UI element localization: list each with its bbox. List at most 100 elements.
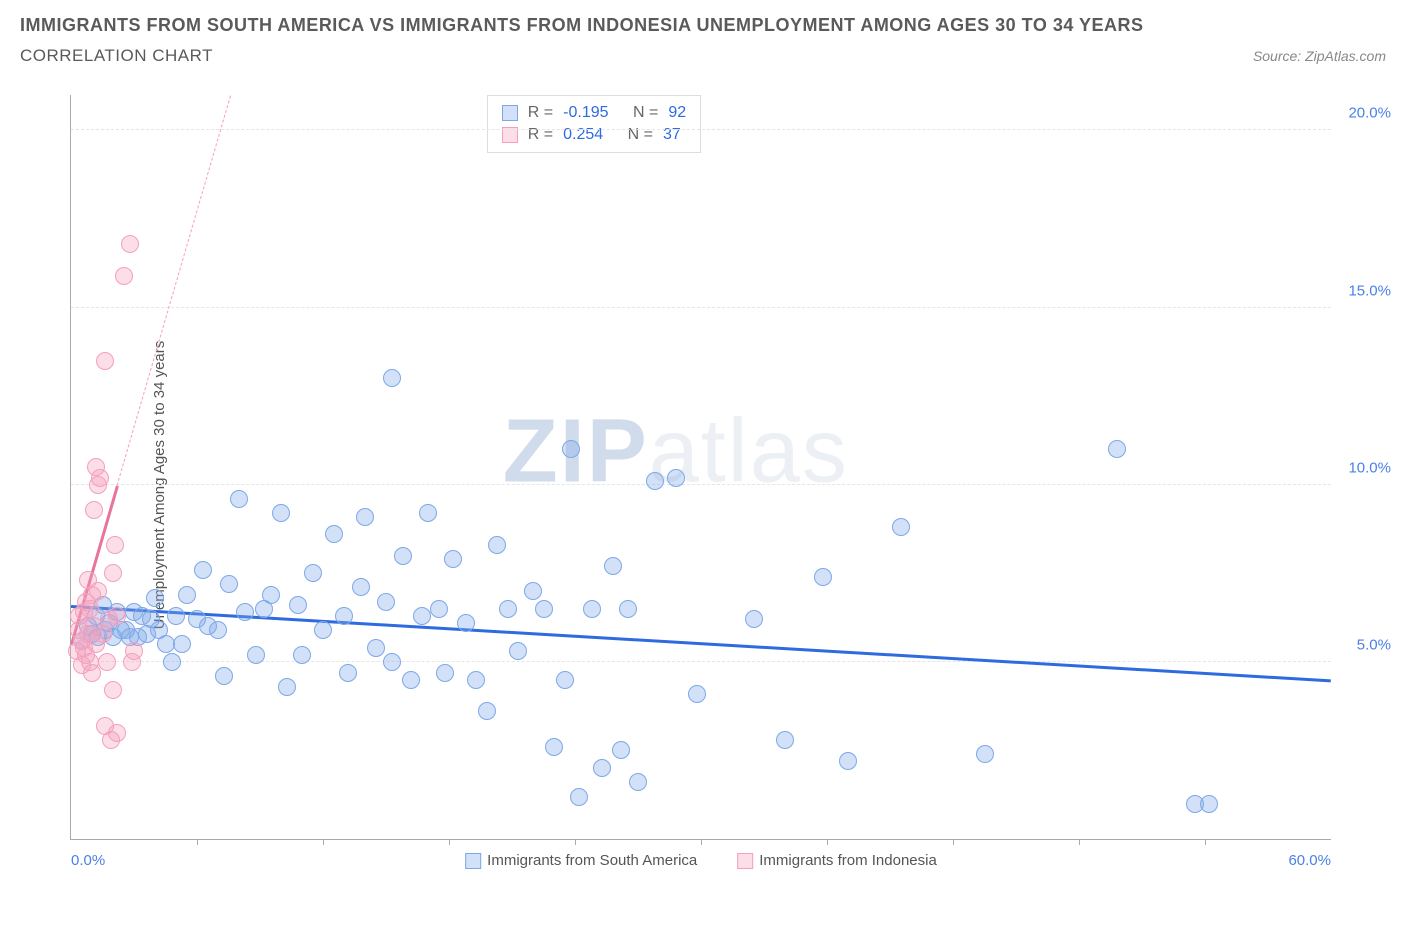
gridline [71,307,1331,308]
stats-row-pink: R = 0.254 N = 37 [502,124,686,146]
scatter-point [839,752,857,770]
scatter-point [1200,795,1218,813]
scatter-point [293,646,311,664]
scatter-point [104,681,122,699]
scatter-point [278,678,296,696]
legend-item-blue: Immigrants from South America [465,852,697,869]
swatch-blue [502,105,518,121]
scatter-point [667,469,685,487]
scatter-point [688,685,706,703]
scatter-point [524,582,542,600]
trend-line [117,95,231,485]
page-title: IMMIGRANTS FROM SOUTH AMERICA VS IMMIGRA… [20,15,1386,36]
x-tick [323,839,324,845]
scatter-point [125,642,143,660]
scatter-point [314,621,332,639]
scatter-point [85,501,103,519]
scatter-point [402,671,420,689]
x-tick [1079,839,1080,845]
scatter-point [776,731,794,749]
scatter-point [562,440,580,458]
y-tick-label: 20.0% [1348,105,1391,122]
scatter-point [457,614,475,632]
scatter-point [157,635,175,653]
x-axis-min-label: 0.0% [71,852,105,869]
source-attribution: Source: ZipAtlas.com [1253,48,1386,64]
scatter-point [383,369,401,387]
scatter-point [356,508,374,526]
scatter-point [619,600,637,618]
scatter-point [104,564,122,582]
scatter-point [236,603,254,621]
scatter-point [488,536,506,554]
scatter-point [220,575,238,593]
scatter-point [272,504,290,522]
scatter-point [230,490,248,508]
x-tick [197,839,198,845]
scatter-point [444,550,462,568]
swatch-blue-icon [465,853,481,869]
gridline [71,484,1331,485]
scatter-point [167,607,185,625]
scatter-point [247,646,265,664]
correlation-chart: Unemployment Among Ages 30 to 34 years Z… [55,95,1331,875]
stats-row-blue: R = -0.195 N = 92 [502,102,686,124]
x-tick [953,839,954,845]
scatter-point [115,267,133,285]
scatter-point [612,741,630,759]
scatter-point [629,773,647,791]
scatter-point [745,610,763,628]
swatch-pink-icon [737,853,753,869]
scatter-point [108,607,126,625]
scatter-point [436,664,454,682]
scatter-point [413,607,431,625]
scatter-point [814,568,832,586]
scatter-point [209,621,227,639]
scatter-point [289,596,307,614]
page-subtitle: CORRELATION CHART [20,46,213,66]
scatter-point [215,667,233,685]
x-axis-max-label: 60.0% [1288,852,1331,869]
scatter-point [646,472,664,490]
scatter-point [106,536,124,554]
scatter-point [367,639,385,657]
series-legend: Immigrants from South America Immigrants… [465,852,937,869]
scatter-point [194,561,212,579]
scatter-point [545,738,563,756]
x-tick [449,839,450,845]
x-tick [1205,839,1206,845]
scatter-point [98,653,116,671]
scatter-point [604,557,622,575]
y-tick-label: 15.0% [1348,282,1391,299]
plot-area: ZIPatlas R = -0.195 N = 92 R = 0.254 N =… [70,95,1331,840]
y-tick-label: 10.0% [1348,459,1391,476]
scatter-point [419,504,437,522]
scatter-point [892,518,910,536]
scatter-point [352,578,370,596]
scatter-point [556,671,574,689]
scatter-point [173,635,191,653]
scatter-point [335,607,353,625]
scatter-point [383,653,401,671]
scatter-point [325,525,343,543]
scatter-point [339,664,357,682]
scatter-point [262,586,280,604]
scatter-point [89,582,107,600]
scatter-point [499,600,517,618]
scatter-point [430,600,448,618]
scatter-point [583,600,601,618]
scatter-point [467,671,485,689]
scatter-point [509,642,527,660]
watermark: ZIPatlas [503,401,849,504]
scatter-point [91,469,109,487]
scatter-point [593,759,611,777]
gridline [71,129,1331,130]
scatter-point [535,600,553,618]
scatter-point [163,653,181,671]
x-tick [827,839,828,845]
scatter-point [1108,440,1126,458]
scatter-point [146,589,164,607]
scatter-point [108,724,126,742]
y-tick-label: 5.0% [1357,636,1391,653]
x-tick [575,839,576,845]
